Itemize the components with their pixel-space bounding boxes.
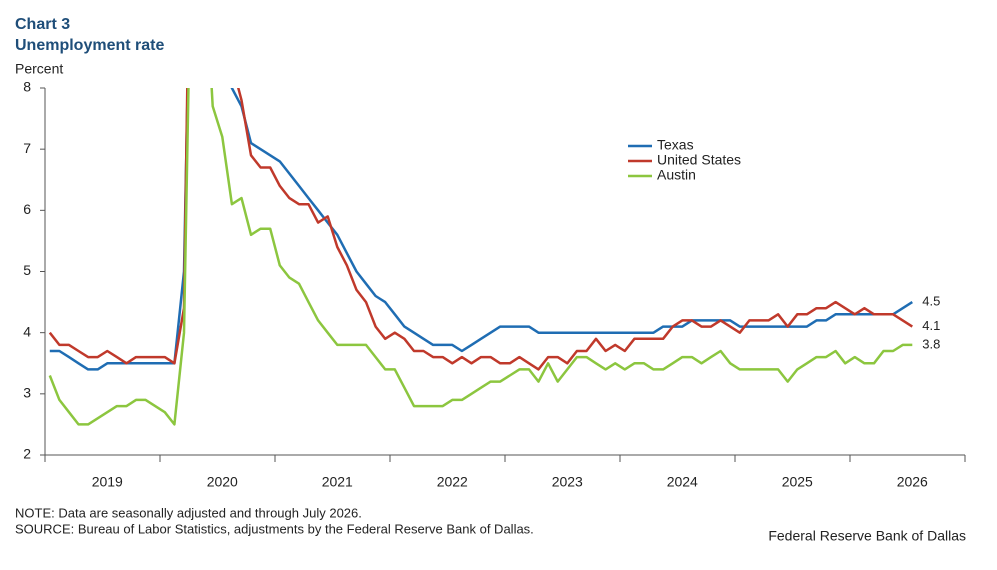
legend-label: United States <box>657 152 741 168</box>
legend-label: Austin <box>657 167 696 183</box>
source: SOURCE: Bureau of Labor Statistics, adju… <box>15 521 534 536</box>
chart-title: Chart 3 <box>15 16 70 33</box>
end-label: 3.8 <box>922 336 940 351</box>
x-tick-label: 2024 <box>667 474 698 490</box>
y-tick-label: 4 <box>23 323 31 339</box>
series-line <box>48 88 913 371</box>
x-tick-label: 2021 <box>322 474 353 490</box>
end-label: 4.1 <box>922 318 940 333</box>
x-tick-label: 2020 <box>207 474 238 490</box>
chart-subtitle: Unemployment rate <box>15 37 164 54</box>
credit: Federal Reserve Bank of Dallas <box>768 528 966 544</box>
y-tick-label: 3 <box>23 385 31 401</box>
series-line <box>49 88 913 371</box>
end-label: 4.5 <box>922 294 940 309</box>
y-tick-label: 5 <box>23 262 31 278</box>
x-tick-label: 2026 <box>897 474 928 490</box>
plot-area <box>48 88 913 426</box>
legend-label: Texas <box>657 137 694 153</box>
y-tick-label: 6 <box>23 201 31 217</box>
x-tick-label: 2025 <box>782 474 813 490</box>
x-tick-label: 2019 <box>92 474 123 490</box>
y-tick-label: 7 <box>23 140 31 156</box>
x-tick-label: 2023 <box>552 474 583 490</box>
y-tick-label: 2 <box>23 446 31 462</box>
note: NOTE: Data are seasonally adjusted and t… <box>15 505 362 520</box>
y-tick-label: 8 <box>23 79 31 95</box>
x-tick-label: 2022 <box>437 474 468 490</box>
y-axis-label: Percent <box>15 61 63 77</box>
series-line <box>48 88 913 426</box>
